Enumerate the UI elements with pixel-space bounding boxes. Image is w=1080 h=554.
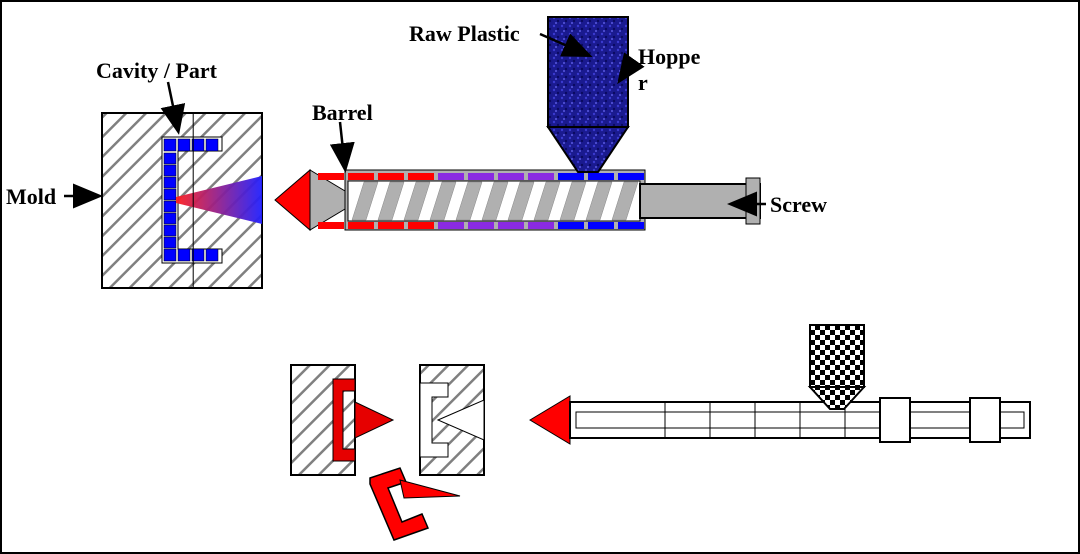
label-cavity: Cavity / Part bbox=[96, 58, 217, 84]
label-hopper: Hoppe r bbox=[638, 44, 700, 96]
label-barrel: Barrel bbox=[312, 100, 373, 126]
label-raw_plastic: Raw Plastic bbox=[409, 21, 520, 47]
label-mold: Mold bbox=[6, 184, 56, 210]
label-screw: Screw bbox=[770, 192, 827, 218]
